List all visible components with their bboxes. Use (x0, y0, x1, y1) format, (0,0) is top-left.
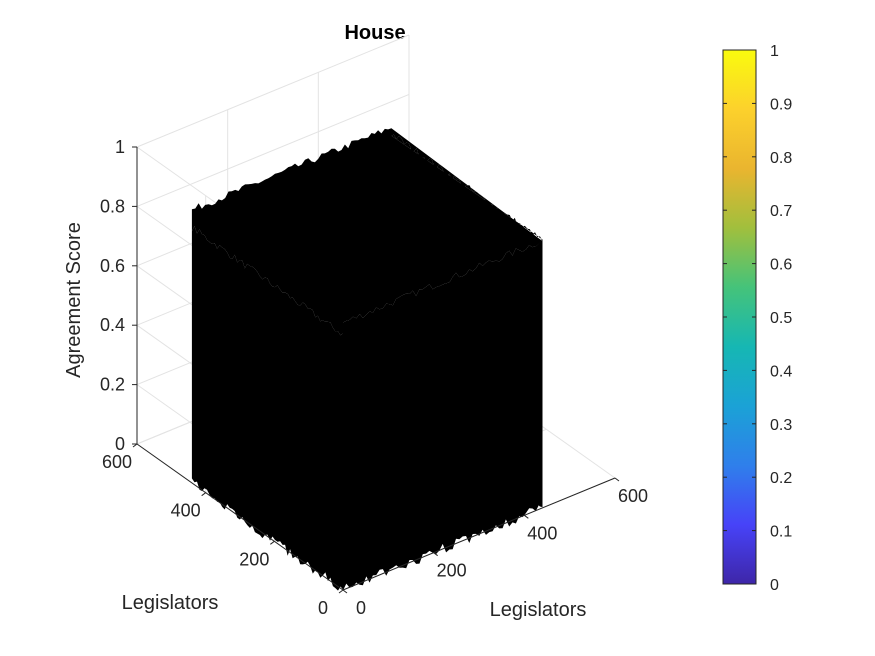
x-axis-line (342, 477, 616, 591)
x-tick-label: 200 (437, 561, 467, 581)
colorbar-tick-label: 0.9 (770, 96, 792, 113)
colorbar-ticks: 0 0.1 0.2 0.3 0.4 0.5 0.6 0.7 0.8 0.9 1 (723, 43, 792, 594)
x-tick-mark (342, 589, 348, 594)
z-tick-label: 0.4 (100, 315, 125, 335)
colorbar-gradient (722, 49, 757, 585)
y-axis-line (136, 443, 344, 591)
x-tick-label: 600 (618, 486, 648, 506)
axes (132, 146, 620, 594)
colorbar-tick-label: 1 (770, 43, 779, 60)
colorbar-tick-label: 0.7 (770, 203, 792, 220)
z-tick-label: 0.2 (100, 375, 125, 395)
z-tick-label: 0.6 (100, 256, 125, 276)
colorbar-tick-label: 0.6 (770, 257, 792, 274)
surface-plot (191, 128, 543, 591)
y-tick-mark (201, 492, 206, 497)
surface-front (191, 226, 543, 591)
colorbar-tick-label: 0.1 (770, 524, 792, 541)
x-tick-mark (614, 477, 620, 482)
z-tick-label: 0 (115, 434, 125, 454)
z-tick-label: 0.8 (100, 196, 125, 216)
y-tick-label: 400 (171, 501, 201, 521)
surface-side (391, 134, 543, 508)
y-tick-label: 200 (239, 549, 269, 569)
y-tick-mark (270, 540, 275, 545)
colorbar-tick-label: 0 (770, 577, 779, 594)
y-axis-label: Legislators (122, 592, 219, 614)
x-tick-mark (433, 552, 438, 557)
grid-line (136, 34, 410, 148)
y-tick-mark (338, 589, 344, 594)
colorbar: 0 0.1 0.2 0.3 0.4 0.5 0.6 0.7 0.8 0.9 1 (722, 43, 792, 594)
x-axis-label: Legislators (490, 599, 587, 621)
colorbar-tick-label: 0.3 (770, 417, 792, 434)
colorbar-tick-label: 0.2 (770, 470, 792, 487)
y-tick-label: 600 (102, 452, 132, 472)
x-tick-mark (524, 514, 529, 519)
chart-title: House (344, 22, 405, 44)
colorbar-tick-label: 0.5 (770, 310, 792, 327)
grid-line (136, 93, 410, 207)
colorbar-tick-label: 0.8 (770, 150, 792, 167)
z-axis-label: Agreement Score (63, 222, 85, 378)
colorbar-tick-label: 0.4 (770, 363, 792, 380)
x-tick-label: 0 (356, 598, 366, 618)
surface-top (191, 128, 543, 336)
z-tick-label: 1 (115, 137, 125, 157)
y-tick-label: 0 (318, 598, 328, 618)
x-tick-label: 400 (527, 523, 557, 543)
